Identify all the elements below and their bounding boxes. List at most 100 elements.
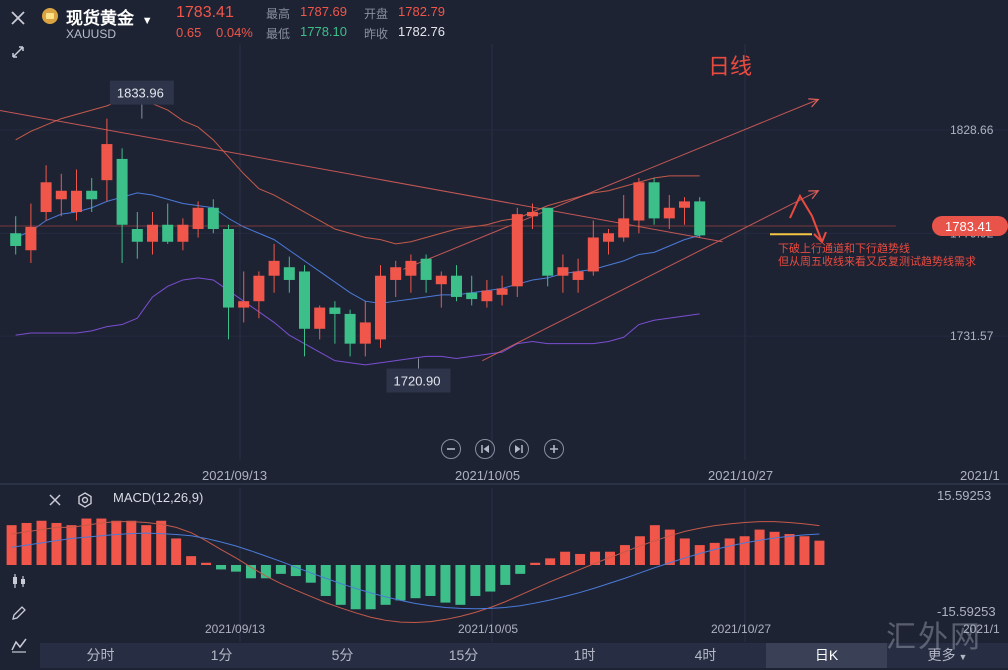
- macd-bar: [485, 565, 496, 592]
- low-label: 最低: [266, 27, 291, 41]
- macd-bar: [216, 565, 227, 570]
- macd-bar: [679, 538, 690, 565]
- macd-bar: [335, 565, 346, 605]
- candle-body: [223, 229, 234, 308]
- close-icon: [11, 11, 25, 25]
- macd-bar: [290, 565, 301, 577]
- candle-body: [344, 313, 356, 344]
- expand-icon: [12, 46, 24, 58]
- chevron-down-icon: ▼: [958, 652, 968, 662]
- macd-bar: [81, 518, 92, 565]
- symbol-code: XAUUSD: [66, 27, 117, 41]
- macd-bar: [275, 565, 286, 574]
- macd-settings-button[interactable]: [76, 491, 94, 509]
- candle-body: [603, 233, 614, 242]
- boll-mid-line: [15, 192, 700, 304]
- expand-button[interactable]: [4, 40, 32, 64]
- annotation-title: 日线: [708, 54, 752, 79]
- candle-body: [40, 182, 52, 213]
- candle-body: [542, 207, 554, 276]
- close-button[interactable]: [4, 4, 32, 32]
- candle-body: [314, 307, 326, 329]
- price-marker-box: [109, 80, 174, 105]
- annotation-text: 但从周五收线来看又反复测试趋势线需求: [778, 254, 976, 268]
- candle-body: [55, 190, 67, 200]
- macd-bar: [500, 565, 511, 585]
- tab-timeframe[interactable]: 15分: [448, 647, 479, 663]
- step-forward-button[interactable]: [509, 439, 529, 459]
- candle-body: [253, 275, 265, 302]
- macd-bar: [350, 565, 361, 610]
- candle-body: [481, 290, 493, 302]
- step-back-button[interactable]: [475, 439, 495, 459]
- indicator-tool[interactable]: [6, 632, 32, 658]
- tab-timeframe[interactable]: 日K: [766, 643, 887, 668]
- indicator-icon: [11, 638, 27, 653]
- candle-body: [162, 224, 174, 242]
- tab-timeframe[interactable]: 1时: [573, 647, 596, 663]
- macd-close-button[interactable]: [46, 491, 64, 509]
- prev-close-value: 1782.76: [398, 24, 445, 39]
- candle-body: [101, 144, 113, 181]
- candle-body: [390, 267, 402, 280]
- tab-timeframe[interactable]: 更多 ▼: [887, 643, 1008, 668]
- channel-lower-line: [482, 190, 819, 362]
- macd-bar: [739, 536, 750, 565]
- candle-body: [283, 267, 295, 280]
- zoom-in-button[interactable]: [544, 439, 564, 459]
- macd-bar: [649, 525, 660, 565]
- candle-body: [587, 237, 599, 272]
- zoom-out-button[interactable]: [441, 439, 461, 459]
- macd-bar: [619, 545, 630, 565]
- candle-body: [10, 233, 22, 246]
- macd-bar: [814, 540, 825, 565]
- macd-bar: [171, 538, 182, 565]
- open-label: 开盘: [364, 7, 389, 21]
- macd-bar: [305, 565, 316, 583]
- candle-body: [375, 275, 386, 340]
- y-tick-label: 15.59253: [937, 488, 991, 503]
- x-tick-label: 2021/10/27: [708, 468, 773, 483]
- macd-bar: [515, 565, 526, 574]
- macd-bar: [634, 536, 645, 565]
- candle-body: [207, 207, 219, 229]
- last-price-tag: [932, 216, 1008, 237]
- macd-bar: [709, 542, 720, 565]
- candle-body: [633, 182, 645, 221]
- macd-bar: [156, 520, 167, 565]
- macd-bar: [754, 529, 765, 565]
- close-icon: [49, 494, 61, 506]
- macd-title: MACD(12,26,9): [113, 490, 204, 505]
- tab-timeframe[interactable]: 4时: [694, 647, 717, 663]
- annotation-arrow: [789, 193, 823, 243]
- macd-bar: [694, 545, 705, 565]
- symbol-selector[interactable]: 现货黄金 ▼: [66, 4, 153, 29]
- price-marker-box: [386, 368, 451, 393]
- candle-body: [71, 190, 82, 213]
- macd-bar: [724, 538, 735, 565]
- macd-bar: [6, 525, 17, 565]
- macd-bar: [201, 562, 212, 565]
- candle-body: [86, 190, 98, 200]
- watermark: 汇外网: [886, 621, 982, 654]
- tab-timeframe[interactable]: 分时: [86, 647, 115, 663]
- candle-body: [466, 292, 478, 300]
- prev-close-label: 昨收: [364, 27, 389, 41]
- zoom-in-icon: [550, 445, 558, 453]
- tab-timeframe[interactable]: 1分: [210, 647, 233, 663]
- macd-bar: [470, 565, 481, 596]
- candle-body: [238, 301, 250, 308]
- tab-timeframe[interactable]: 5分: [331, 647, 354, 663]
- signal-line: [11, 532, 820, 610]
- macd-bar: [260, 565, 271, 579]
- candles-tool[interactable]: [6, 568, 32, 594]
- draw-tool[interactable]: [6, 600, 32, 626]
- macd-bar: [380, 565, 391, 605]
- macd-bar: [21, 522, 32, 565]
- y-tick-label: 1828.66: [950, 123, 994, 137]
- macd-bar: [245, 565, 256, 579]
- price-marker-label: 1833.96: [117, 86, 164, 101]
- macd-bar: [530, 562, 541, 565]
- last-price-label: 1783.41: [945, 219, 992, 234]
